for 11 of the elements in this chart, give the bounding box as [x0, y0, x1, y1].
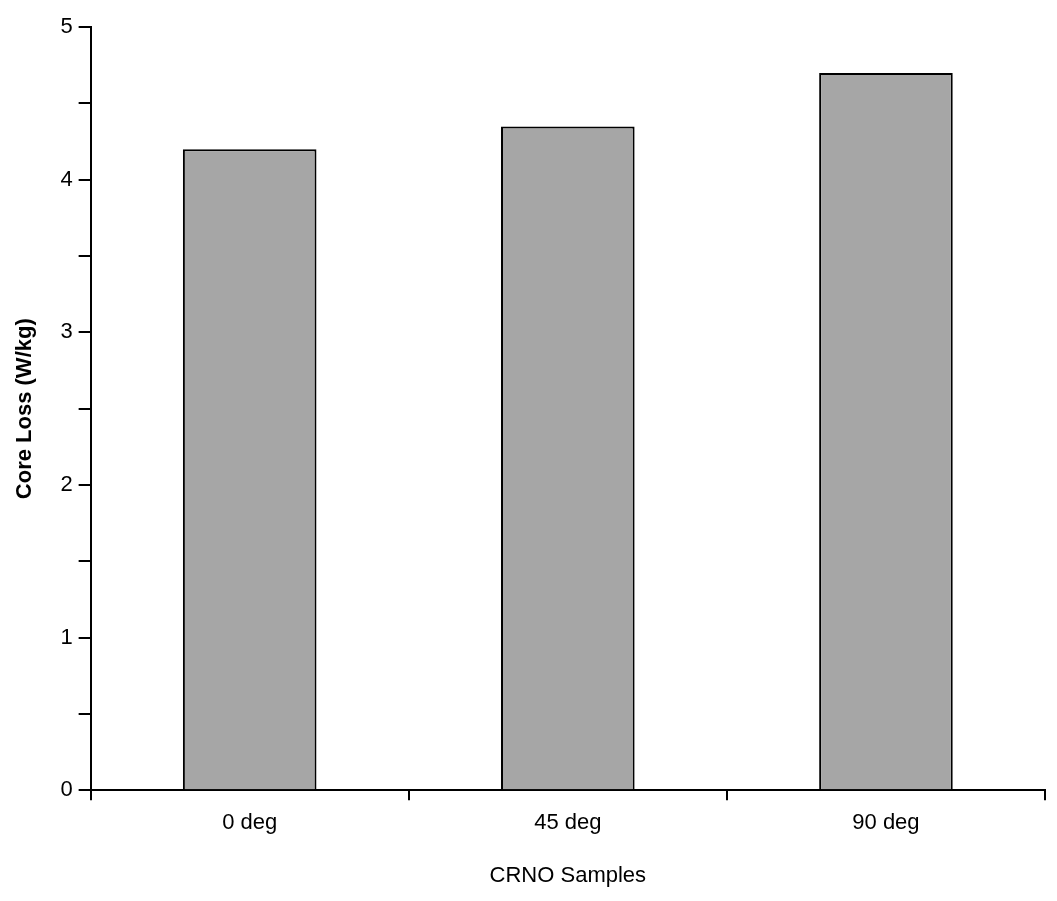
y-tick-label: 1	[60, 623, 73, 649]
x-tick-label: 45 deg	[534, 809, 602, 835]
y-tick-label: 2	[60, 471, 73, 497]
x-tick-label: 0 deg	[222, 809, 278, 835]
y-tick-label: 4	[60, 165, 73, 191]
y-axis-title: Core Loss (W/kg)	[11, 318, 37, 500]
y-tick-label: 5	[60, 13, 73, 39]
y-tick-label: 0	[60, 776, 73, 802]
y-tick-label: 3	[60, 318, 73, 344]
x-tick-label: 90 deg	[852, 809, 920, 835]
x-axis-title: CRNO Samples	[489, 861, 647, 887]
